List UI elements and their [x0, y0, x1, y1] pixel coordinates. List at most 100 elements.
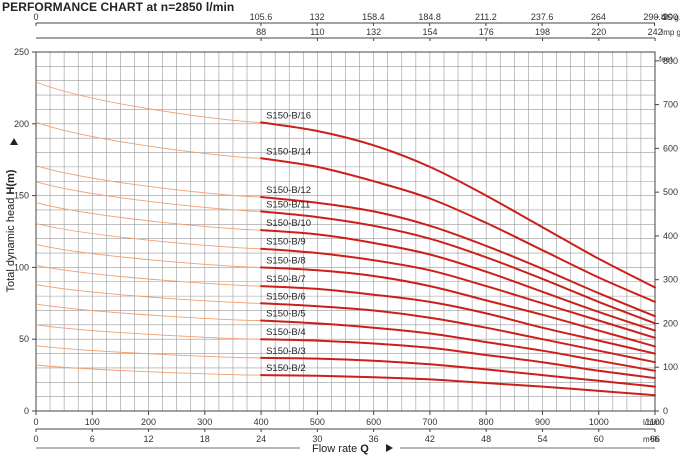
curve-s150-b-9 [260, 247, 656, 339]
x-tick-label: 1000 [589, 417, 609, 427]
x-axis-arrow-icon [386, 444, 393, 452]
x-unit-label: l/min [643, 418, 660, 427]
curve-extension [35, 181, 262, 212]
curve-s150-b-2 [260, 374, 656, 397]
m3h-tick-label: 66 [650, 434, 660, 444]
plot-frame [35, 51, 656, 412]
m3h-tick-label: 60 [594, 434, 604, 444]
m3h-tick-label: 18 [200, 434, 210, 444]
curve-label: S150-B/7 [266, 274, 306, 285]
y-axis-symbol: H(m) [5, 169, 17, 194]
x-tick-label: 100 [85, 417, 100, 427]
feet-tick-label: 500 [663, 187, 678, 197]
impgpm-tick-label: 220 [591, 27, 606, 37]
curve-extension [35, 284, 262, 304]
usgpm-tick-label: 264 [591, 12, 606, 22]
y-axis-title-text: Total dynamic head H(m) [5, 169, 17, 292]
impgpm-unit-label: Imp g.p.m [661, 28, 680, 37]
y-axis-arrow-icon [10, 138, 18, 145]
curve-s150-b-7 [260, 285, 656, 355]
curve-label: S150-B/5 [266, 309, 306, 320]
x-axis-title-text: Flow rate [312, 443, 360, 455]
usgpm-tick-label: 290.4 [643, 12, 666, 22]
curve-extension [35, 364, 262, 376]
m3h-tick-label: 54 [537, 434, 547, 444]
curve-s150-b-8 [260, 266, 656, 348]
usgpm-tick-label: 132 [310, 12, 325, 22]
m3h-unit-label: m³/h [643, 435, 659, 444]
curve-s150-b-16 [260, 121, 656, 289]
x-tick-label: 0 [33, 417, 38, 427]
curve-label: S150-B/9 [266, 237, 306, 248]
usgpm-tick-label: 158.4 [362, 12, 385, 22]
m3h-tick-label: 6 [90, 434, 95, 444]
curve-s150-b-3 [260, 356, 656, 388]
curve-extension [35, 165, 262, 198]
impgpm-tick-label: 132 [366, 27, 381, 37]
curve-s150-b-12 [260, 196, 656, 318]
curve-extension [35, 264, 262, 287]
curve-labels: S150-B/16 S150-B/14 S150-B/12 S150-B/11 S150… [266, 110, 311, 374]
m3h-tick-label: 12 [144, 434, 154, 444]
feet-tick-label: 400 [663, 231, 678, 241]
curve-extension [35, 121, 262, 159]
curve-extension [35, 243, 262, 268]
curve-s150-b-4 [260, 338, 656, 379]
m3h-tick-label: 0 [33, 434, 38, 444]
feet-unit-label: feet [659, 55, 673, 64]
curve-s150-b-5 [260, 319, 656, 372]
x-tick-label: 900 [535, 417, 550, 427]
x-tick-label: 700 [422, 417, 437, 427]
curve-s150-b-11 [260, 210, 656, 325]
m3h-tick-label: 30 [312, 434, 322, 444]
feet-tick-label: 700 [663, 100, 678, 110]
plot-border [35, 51, 656, 412]
feet-tick-label: 0 [663, 406, 668, 416]
page-title: PERFORMANCE CHART at n=2850 l/min [2, 0, 235, 14]
impgpm-tick-label: 242 [648, 27, 663, 37]
usgpm-tick-label: 237.6 [531, 12, 554, 22]
curve-s150-b-10 [260, 229, 656, 332]
curve-extension [35, 345, 262, 359]
m3h-tick-label: 36 [369, 434, 379, 444]
curve-label: S150-B/16 [266, 110, 311, 121]
curve-extensions [35, 81, 262, 376]
curve-label: S150-B/3 [266, 346, 306, 357]
impgpm-tick-label: 110 [310, 27, 324, 37]
curve-label: S150-B/14 [266, 146, 311, 157]
y-axis-title: Total dynamic head H(m) [5, 169, 17, 292]
y-tick-label: 250 [14, 47, 29, 57]
usgpm-tick-label: 105.6 [250, 12, 273, 22]
m3h-tick-label: 24 [256, 434, 266, 444]
curve-extension [35, 303, 262, 321]
x-tick-label: 600 [366, 417, 381, 427]
impgpm-tick-label: 176 [479, 27, 494, 37]
axes: 0501001502002500100200300400500600700800… [5, 12, 680, 455]
x-tick-label: 400 [254, 417, 269, 427]
impgpm-tick-label: 154 [422, 27, 437, 37]
x-tick-label: 300 [197, 417, 212, 427]
feet-tick-label: 900 [663, 12, 678, 22]
feet-tick-label: 100 [663, 362, 678, 372]
curve-s150-b-14 [260, 157, 656, 303]
y-tick-label: 150 [14, 191, 29, 201]
feet-tick-label: 600 [663, 143, 678, 153]
x-tick-label: 500 [310, 417, 325, 427]
y-tick-label: 50 [19, 334, 29, 344]
curve-s150-b-6 [260, 302, 656, 364]
impgpm-tick-label: 198 [535, 27, 550, 37]
curve-label: S150-B/8 [266, 255, 306, 266]
y-tick-label: 0 [24, 406, 29, 416]
curve-label: S150-B/10 [266, 218, 311, 229]
x-tick-label: 800 [479, 417, 494, 427]
curve-label: S150-B/4 [266, 327, 306, 338]
usgpm-tick-label: 0 [33, 12, 38, 22]
x-tick-label: 1100 [645, 417, 664, 427]
curve-label: S150-B/11 [266, 199, 310, 210]
feet-tick-label: 800 [663, 56, 678, 66]
y-tick-label: 200 [14, 119, 29, 129]
curve-extension [35, 81, 262, 123]
x-axis-symbol: Q [360, 443, 369, 455]
curve-label: S150-B/6 [266, 291, 306, 302]
